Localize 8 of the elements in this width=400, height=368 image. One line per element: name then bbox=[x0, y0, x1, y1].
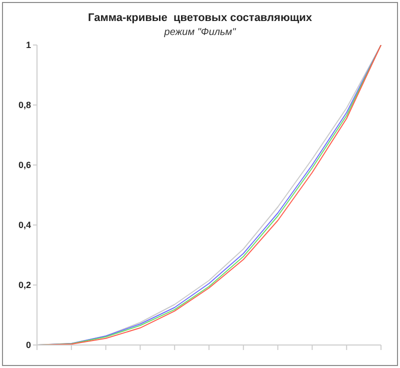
y-tick-label: 0,6 bbox=[18, 160, 31, 170]
chart-subtitle: режим "Фильм" bbox=[163, 27, 237, 38]
chart-title: Гамма-кривые цветовых составляющих bbox=[86, 12, 314, 24]
y-tick-label: 0,8 bbox=[18, 100, 31, 110]
y-tick-label: 1 bbox=[26, 40, 31, 50]
y-tick-label: 0,2 bbox=[18, 280, 31, 290]
y-tick-label: 0,4 bbox=[18, 220, 31, 230]
y-tick-label: 0 bbox=[26, 340, 31, 350]
